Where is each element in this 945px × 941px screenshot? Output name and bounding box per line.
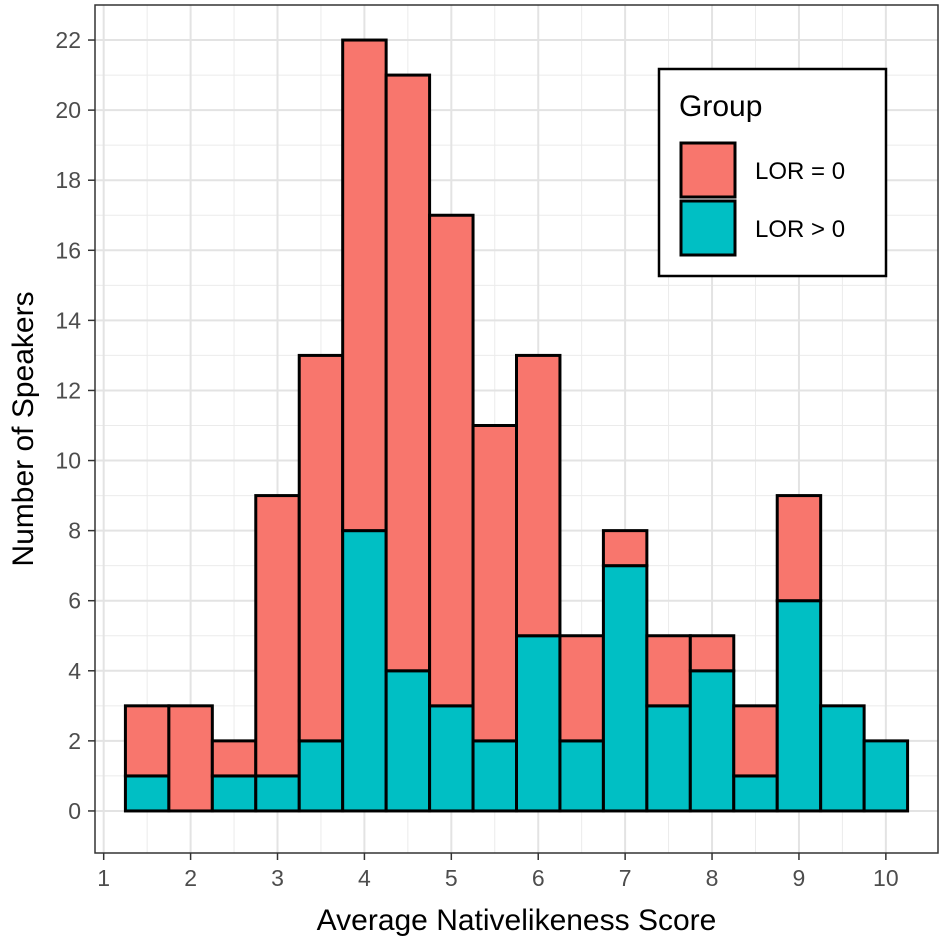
bar-segment-lor-gt-0 xyxy=(775,599,823,813)
bar-segment-lor-gt-0 xyxy=(428,704,475,813)
bar-segment-lor-eq-0 xyxy=(297,353,345,743)
x-tick-label: 1 xyxy=(97,865,110,891)
y-tick-label: 16 xyxy=(55,237,81,263)
bar-segment-lor-gt-0 xyxy=(210,774,258,813)
bar-segment-lor-eq-0 xyxy=(645,634,692,708)
bar-segment-lor-eq-0 xyxy=(167,704,214,813)
bar-segment-lor-eq-0 xyxy=(210,739,258,778)
x-tick-label: 6 xyxy=(532,865,545,891)
bar-segment-lor-eq-0 xyxy=(123,704,171,778)
x-axis: 1 2 3 4 5 6 7 8 9 10 xyxy=(97,853,899,891)
bar-segment-lor-gt-0 xyxy=(601,564,649,813)
y-axis-title: Number of Speakers xyxy=(7,291,40,566)
y-tick-label: 22 xyxy=(55,27,81,53)
legend-title: Group xyxy=(679,90,762,123)
x-tick-label: 9 xyxy=(793,865,806,891)
y-tick-label: 12 xyxy=(55,377,81,403)
legend-label: LOR > 0 xyxy=(755,216,845,243)
legend-items: LOR = 0 LOR > 0 xyxy=(679,141,845,257)
bar-segment-lor-gt-0 xyxy=(862,739,910,813)
panel-border xyxy=(94,4,939,854)
bar-segment-lor-gt-0 xyxy=(297,739,345,813)
y-tick-label: 6 xyxy=(68,588,81,614)
y-tick-label: 8 xyxy=(68,518,81,544)
legend: Group LOR = 0 LOR > 0 xyxy=(657,67,888,278)
y-tick-label: 20 xyxy=(55,97,81,123)
bar-segment-lor-eq-0 xyxy=(558,634,605,743)
bar-segment-lor-eq-0 xyxy=(515,353,562,638)
bars xyxy=(123,38,910,813)
bar-segment-lor-gt-0 xyxy=(384,669,432,813)
bar-segment-lor-gt-0 xyxy=(819,704,866,813)
y-axis: 0 2 4 6 8 10 12 14 16 18 20 22 xyxy=(55,27,95,824)
y-tick-label: 0 xyxy=(68,798,81,824)
x-tick-label: 2 xyxy=(184,865,197,891)
y-tick-label: 10 xyxy=(55,448,81,474)
bar-segment-lor-gt-0 xyxy=(123,774,171,813)
x-tick-label: 5 xyxy=(445,865,458,891)
x-tick-label: 8 xyxy=(706,865,719,891)
bar-segment-lor-gt-0 xyxy=(688,669,736,813)
bar-segment-lor-gt-0 xyxy=(515,634,562,813)
y-tick-label: 4 xyxy=(68,658,81,684)
y-tick-label: 2 xyxy=(68,728,81,754)
bar-segment-lor-eq-0 xyxy=(601,529,649,568)
bar-segment-lor-eq-0 xyxy=(688,634,736,673)
bar-segment-lor-gt-0 xyxy=(732,774,779,813)
y-tick-label: 18 xyxy=(55,167,81,193)
x-tick-label: 3 xyxy=(271,865,284,891)
bar-segment-lor-eq-0 xyxy=(254,494,301,778)
bar-segment-lor-eq-0 xyxy=(384,73,432,673)
bar-segment-lor-eq-0 xyxy=(471,423,518,743)
bar-segment-lor-gt-0 xyxy=(558,739,605,813)
bar-segment-lor-eq-0 xyxy=(428,213,475,708)
x-axis-title: Average Nativelikeness Score xyxy=(317,904,717,937)
legend-key-lor-eq-0 xyxy=(679,141,737,199)
bar-segment-lor-eq-0 xyxy=(775,494,823,603)
bar-segment-lor-gt-0 xyxy=(645,704,692,813)
bar-segment-lor-eq-0 xyxy=(732,704,779,778)
bar-segment-lor-eq-0 xyxy=(341,38,388,533)
bar-segment-lor-gt-0 xyxy=(471,739,518,813)
x-tick-label: 4 xyxy=(358,865,371,891)
y-tick-label: 14 xyxy=(55,307,81,333)
legend-key-lor-gt-0 xyxy=(679,199,737,257)
x-tick-label: 10 xyxy=(873,865,899,891)
legend-label: LOR = 0 xyxy=(755,158,845,185)
bar-segment-lor-gt-0 xyxy=(254,774,301,813)
bar-segment-lor-gt-0 xyxy=(341,529,388,813)
x-tick-label: 7 xyxy=(619,865,632,891)
